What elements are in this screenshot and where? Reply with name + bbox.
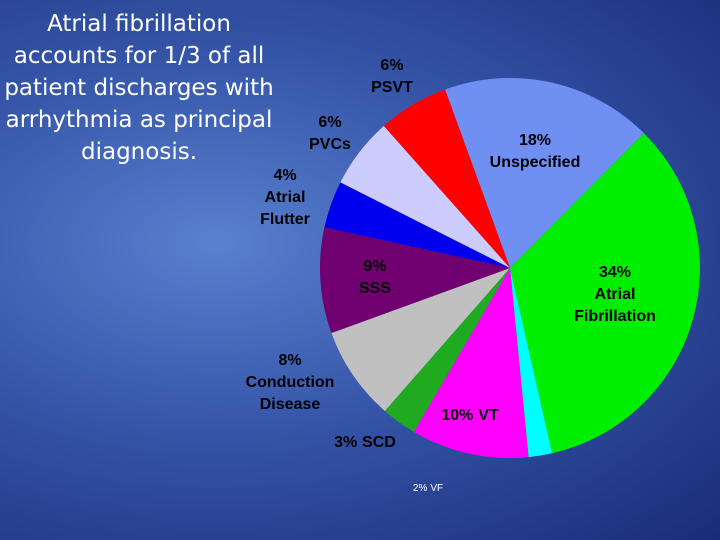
data-label: 3% SCD [334,432,396,454]
value-label: 6% [380,57,404,74]
pie-slice [320,227,510,333]
category-label: PVCs [309,136,351,153]
category-label: SCD [362,434,396,451]
pie-slice [384,268,510,432]
value-label: 3% [334,434,358,451]
value-label: 9% [363,258,387,275]
value-label: 2% [412,483,428,494]
slide-title: Atrial fibrillation accounts for 1/3 of … [4,11,274,165]
pie-slice [383,89,510,268]
value-label: 34% [598,264,632,281]
category-label: PSVT [371,79,413,96]
pie-slice [331,268,510,411]
category-label: Conduction Disease [245,374,335,413]
value-label: 8% [278,352,302,369]
data-label: 18% Unspecified [490,130,581,174]
category-label: Atrial Flutter [260,189,310,228]
category-label: VF [430,483,444,494]
pie-slice [324,182,510,268]
data-label: 6% PSVT [371,55,413,99]
data-label: 6% PVCs [309,112,351,156]
data-label: 4% Atrial Flutter [245,165,325,231]
category-label: Atrial Fibrillation [574,286,656,325]
value-label: 18% [518,132,552,149]
pie-slice [510,133,700,454]
value-label: 4% [273,167,297,184]
pie-slice [445,78,644,268]
category-label: VT [478,407,499,424]
pie-slice [340,125,510,268]
category-label: SSS [358,280,392,297]
data-label: 8% Conduction Disease [235,350,345,416]
pie-slice [510,268,553,458]
pie-slice [413,268,529,458]
value-label: 6% [318,114,342,131]
data-label: 2% VF [413,478,443,500]
data-label: 10% VT [441,405,498,427]
category-label: Unspecified [489,154,581,171]
value-label: 10% [441,407,474,424]
data-label: 34% Atrial Fibrillation [565,262,665,328]
data-label: 9% SSS [359,256,391,300]
